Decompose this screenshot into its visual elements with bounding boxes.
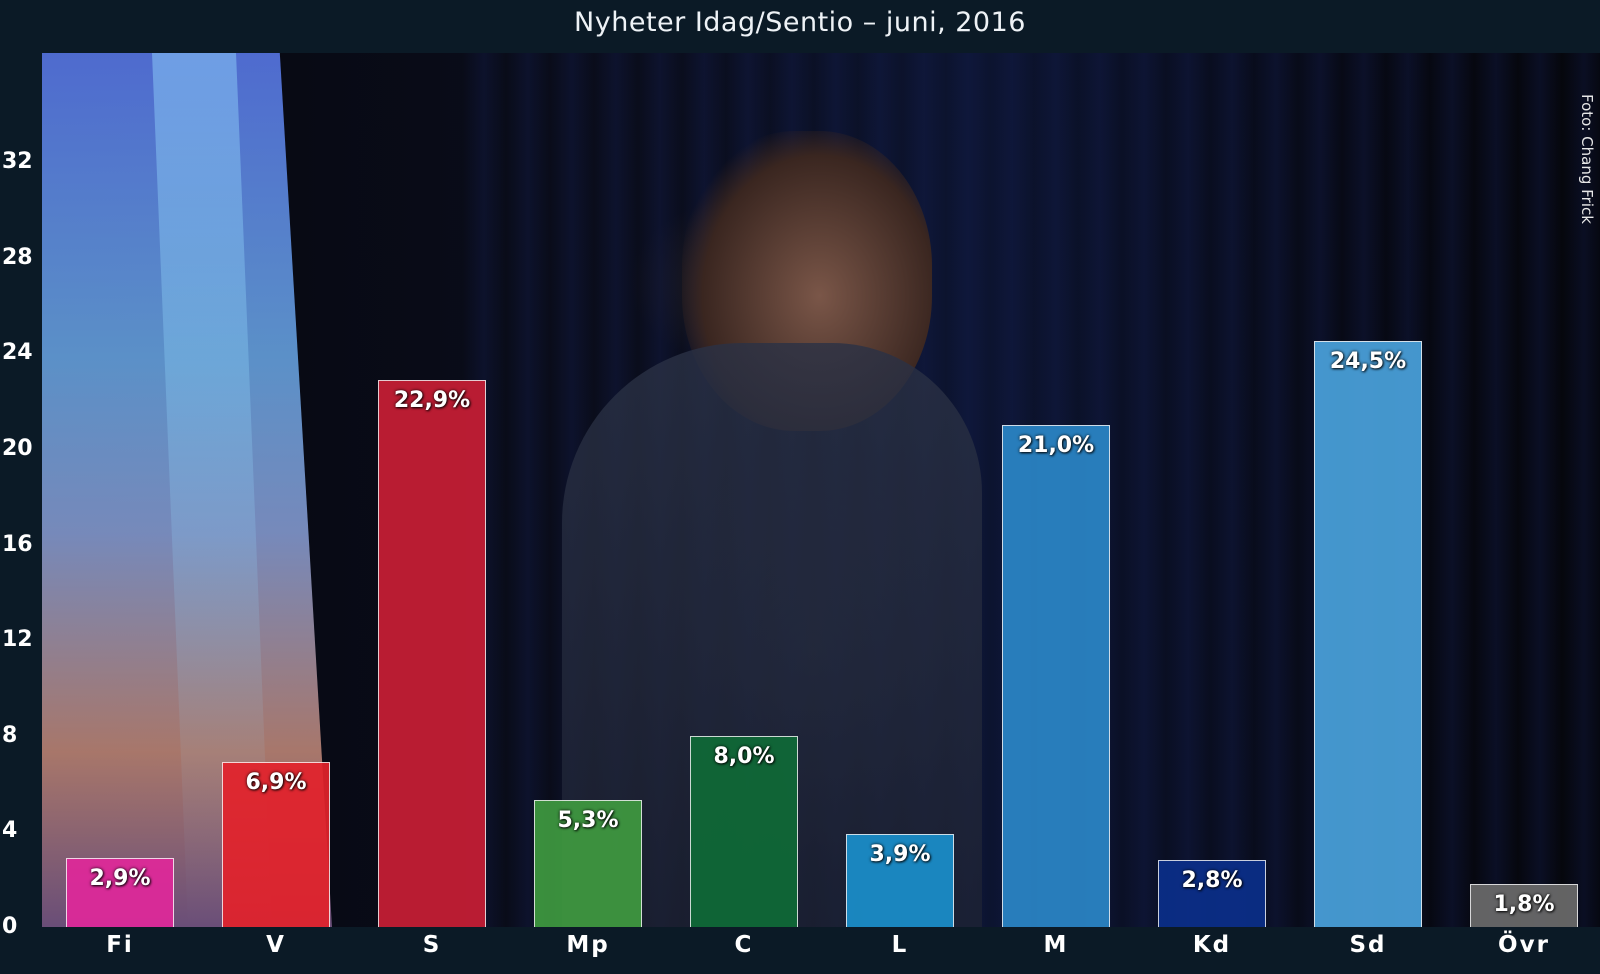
bar-data-label: 6,9% (245, 770, 307, 796)
bar-c (690, 735, 798, 927)
bar-data-label: 2,8% (1181, 868, 1243, 894)
x-tick-label: Övr (1498, 932, 1550, 958)
bar-data-label: 24,5% (1329, 349, 1407, 375)
y-tick-label: 4 (2, 818, 18, 844)
bar-sd (1314, 341, 1422, 927)
bar-data-label: 5,3% (557, 808, 619, 834)
bar-m (1002, 425, 1110, 927)
x-tick-label: Kd (1192, 932, 1232, 958)
bar-fi (66, 857, 174, 927)
chart-title: Nyheter Idag/Sentio – juni, 2016 (574, 7, 1026, 38)
y-tick-label: 24 (2, 340, 33, 366)
y-tick-label: 8 (2, 722, 18, 748)
background-photo (42, 53, 1600, 927)
bar-s (378, 379, 486, 927)
bar-v (222, 762, 330, 927)
x-tick-label: L (891, 932, 909, 958)
x-tick-label: Fi (106, 932, 134, 958)
x-tick-label: V (266, 932, 286, 958)
bar-mp (534, 800, 642, 927)
y-tick-label: 0 (2, 914, 18, 939)
x-tick-label: C (734, 932, 754, 958)
y-tick-label: 12 (2, 627, 33, 653)
x-tick-label: M (1043, 932, 1069, 958)
bar-data-label: 2,9% (89, 865, 151, 891)
bar-l (846, 833, 954, 927)
bar-data-label: 1,8% (1493, 891, 1555, 917)
bar-kd (1158, 860, 1266, 927)
bar-data-label: 8,0% (713, 743, 775, 769)
x-tick-label: S (422, 932, 442, 958)
bar-övr (1470, 883, 1578, 927)
y-tick-label: 20 (2, 436, 33, 461)
x-tick-label: Sd (1349, 932, 1387, 958)
x-tick-label: Mp (566, 932, 610, 958)
y-tick-label: 32 (2, 149, 33, 175)
y-tick-label: 16 (2, 531, 33, 557)
y-tick-label: 28 (2, 244, 33, 270)
bar-data-label: 22,9% (393, 387, 471, 413)
photo-credit: Foto: Chang Frick (1578, 94, 1596, 224)
bar-data-label: 21,0% (1017, 433, 1095, 459)
bar-data-label: 3,9% (869, 841, 931, 867)
